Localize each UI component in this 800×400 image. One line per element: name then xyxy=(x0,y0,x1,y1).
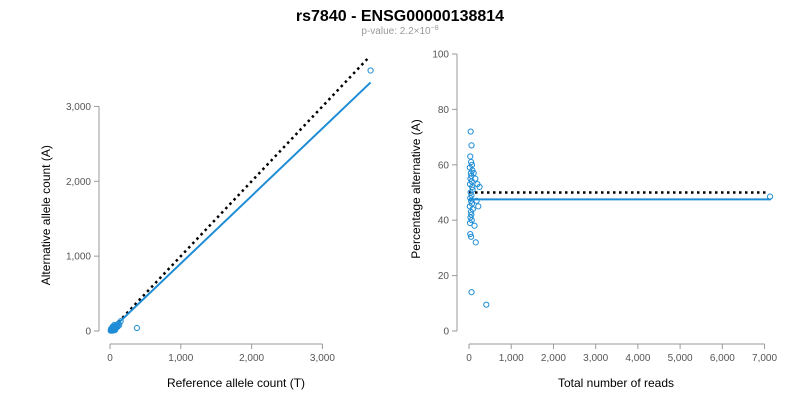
x-tick-label: 3,000 xyxy=(310,353,335,364)
y-axis-label: Alternative allele count (A) xyxy=(39,145,53,285)
x-axis-label: Reference allele count (T) xyxy=(167,376,305,390)
y-tick-label: 2,000 xyxy=(66,177,91,188)
reference-line xyxy=(109,56,370,332)
y-tick-label: 80 xyxy=(438,105,450,116)
chart-subtitle: p-value: 2.2×10−8 xyxy=(361,25,438,37)
data-point xyxy=(466,219,474,227)
x-tick-label: 2,000 xyxy=(239,353,264,364)
data-point xyxy=(766,193,774,200)
chart-title: rs7840 - ENSG00000138814 xyxy=(296,8,504,25)
x-tick-label: 3,000 xyxy=(583,353,608,364)
y-tick-label: 0 xyxy=(85,327,91,338)
fit-line xyxy=(109,81,372,332)
y-tick-label: 60 xyxy=(438,160,450,171)
x-tick-label: 0 xyxy=(107,353,113,364)
y-tick-label: 0 xyxy=(443,327,449,338)
data-point xyxy=(469,183,476,191)
panel-allele-counts: 0 1,000 2,000 3,000 0 1,000 2,000 3,000 Referenc… xyxy=(39,56,374,390)
x-axis-label: Total number of reads xyxy=(558,376,674,390)
data-point xyxy=(468,158,475,166)
p-value-text: p-value: 2.2×10 xyxy=(361,26,431,37)
data-point xyxy=(111,321,118,329)
data-point xyxy=(467,153,474,160)
data-point xyxy=(473,197,480,204)
data-point xyxy=(467,194,474,202)
p-value-exponent: −8 xyxy=(431,25,439,32)
data-point xyxy=(468,289,475,296)
x-tick-label: 5,000 xyxy=(668,353,693,364)
data-point xyxy=(472,239,479,246)
y-tick-label: 1,000 xyxy=(66,252,91,263)
x-tick-label: 1,000 xyxy=(168,353,193,364)
x-tick-label: 0 xyxy=(466,353,472,364)
data-point xyxy=(367,67,374,74)
x-tick-label: 7,000 xyxy=(752,353,777,364)
y-tick-label: 20 xyxy=(438,271,450,282)
data-point xyxy=(133,324,141,332)
data-point xyxy=(476,183,483,191)
panel-percentage-alternative: 0 1,000 2,000 3,000 4,000 5,000 6,000 7,000 0 20 4… xyxy=(409,50,778,391)
x-tick-label: 6,000 xyxy=(710,353,735,364)
data-point xyxy=(467,128,474,135)
y-tick-label: 40 xyxy=(438,216,450,227)
data-point xyxy=(117,318,124,325)
data-point xyxy=(471,222,478,229)
data-point xyxy=(467,230,474,238)
x-tick-label: 4,000 xyxy=(625,353,650,364)
data-point xyxy=(470,170,477,177)
data-point xyxy=(468,233,475,240)
data-point xyxy=(483,301,490,308)
x-tick-label: 2,000 xyxy=(541,353,566,364)
data-point xyxy=(468,142,475,149)
y-tick-label: 100 xyxy=(432,50,449,61)
data-point xyxy=(109,323,116,330)
data-point xyxy=(475,203,482,210)
y-tick-label: 3,000 xyxy=(66,102,91,113)
data-point xyxy=(472,175,479,182)
x-tick-label: 1,000 xyxy=(499,353,524,364)
y-axis-label: Percentage alternative (A) xyxy=(409,119,423,258)
